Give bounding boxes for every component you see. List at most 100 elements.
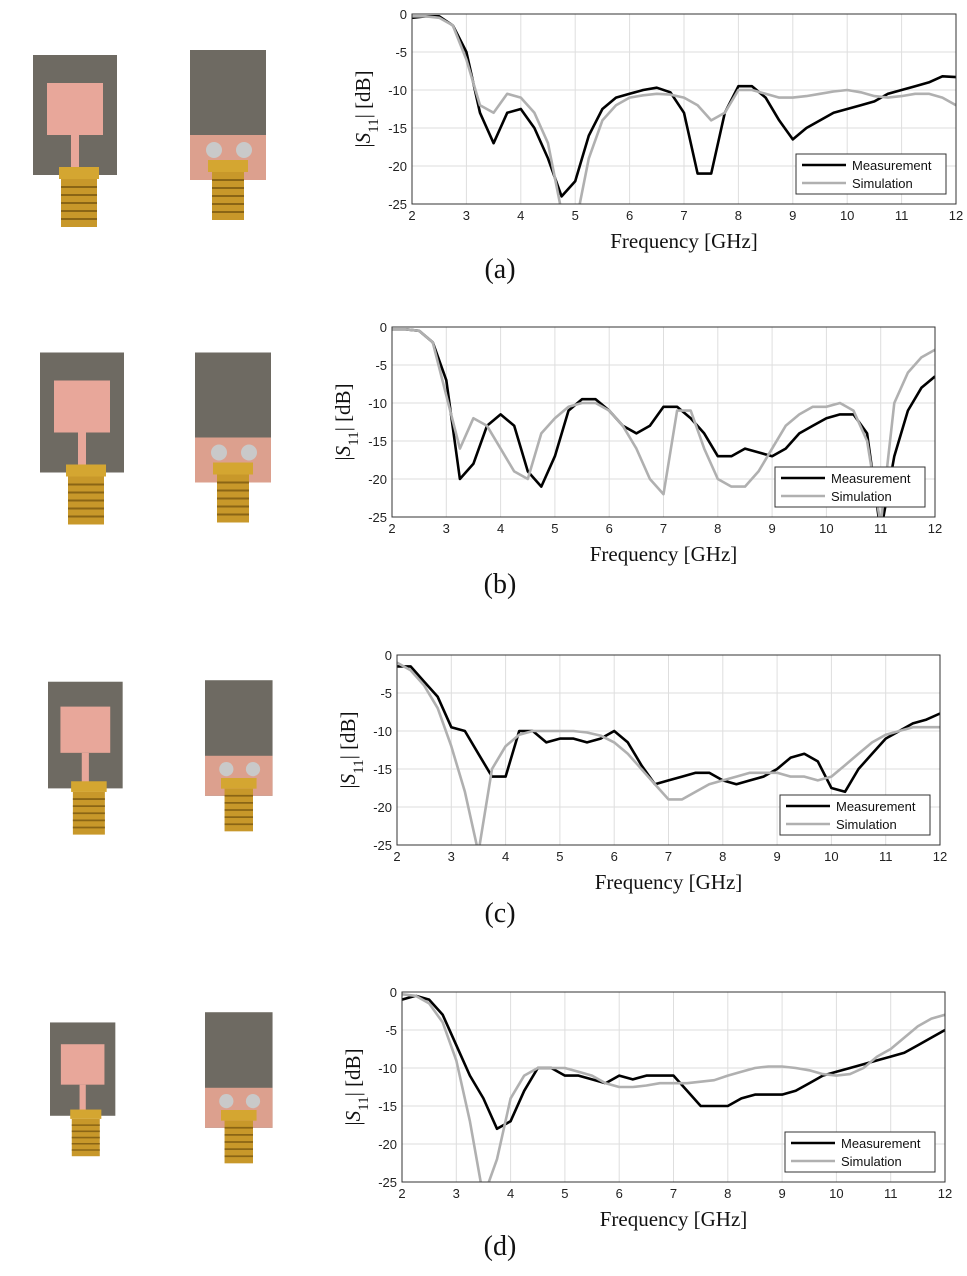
caption: (b)	[484, 569, 517, 600]
x-tick-label: 8	[714, 521, 721, 536]
x-tick-label: 8	[735, 208, 742, 223]
x-tick-label: 10	[829, 1186, 843, 1201]
x-tick-label: 10	[819, 521, 833, 536]
x-tick-label: 6	[606, 521, 613, 536]
y-tick-label: -20	[373, 800, 392, 815]
x-tick-label: 8	[724, 1186, 731, 1201]
legend-label: Measurement	[852, 158, 932, 173]
x-tick-label: 6	[616, 1186, 623, 1201]
x-tick-label: 11	[884, 1186, 898, 1201]
plot-frame	[411, 13, 957, 205]
y-axis-label-part: 11	[366, 118, 382, 132]
legend-box	[795, 153, 947, 195]
legend-label: Simulation	[841, 1154, 902, 1169]
legend-box	[779, 794, 931, 836]
x-tick-label: 6	[611, 849, 618, 864]
x-tick-label: 12	[938, 1186, 952, 1201]
y-axis-label-part: S	[351, 132, 375, 143]
x-tick-label: 9	[773, 849, 780, 864]
chart: 2 3 4 5 6 7 8 9 10 11 12 0 -5 -10 -15 -20 -25 Measurement…	[336, 648, 947, 929]
series-line	[412, 15, 956, 198]
y-axis-label-part: |	[331, 456, 355, 460]
x-tick-label: 3	[448, 849, 455, 864]
y-axis-label-part: 11	[346, 431, 362, 445]
y-axis-label-part: 11	[356, 1096, 372, 1110]
series-line	[392, 328, 935, 517]
y-axis-label-part: |	[336, 784, 360, 788]
x-tick-label: 11	[874, 521, 888, 536]
y-axis-label-part: S	[331, 445, 355, 456]
legend-label: Measurement	[831, 471, 911, 486]
x-tick-label: 11	[879, 849, 893, 864]
legend-label: Simulation	[852, 176, 913, 191]
y-axis-label: |S11| [dB]	[351, 70, 382, 147]
x-axis-label: Frequency [GHz]	[595, 870, 743, 894]
x-axis-label: Frequency [GHz]	[610, 229, 758, 253]
x-tick-label: 8	[719, 849, 726, 864]
y-tick-label: -20	[388, 159, 407, 174]
y-axis-label: |S11| [dB]	[336, 711, 367, 788]
x-tick-label: 5	[556, 849, 563, 864]
photo-front-d	[50, 1021, 117, 1158]
chart: 2 3 4 5 6 7 8 9 10 11 12 0 -5 -10 -15 -20 -25 Measurement…	[351, 7, 963, 285]
x-tick-label: 7	[670, 1186, 677, 1201]
y-axis-label-part: S	[336, 773, 360, 784]
y-axis-label-part: S	[341, 1110, 365, 1121]
photo-front-b	[40, 351, 126, 526]
y-tick-label: 0	[380, 320, 387, 335]
x-tick-label: 5	[551, 521, 558, 536]
photo-back-a	[190, 50, 267, 221]
y-tick-label: 0	[385, 648, 392, 663]
series-line	[412, 15, 956, 204]
y-tick-label: -25	[378, 1175, 397, 1190]
y-axis-label-part: | [dB]	[351, 70, 375, 118]
x-axis-label: Frequency [GHz]	[590, 542, 738, 566]
y-tick-label: -20	[368, 472, 387, 487]
y-tick-label: -20	[378, 1137, 397, 1152]
x-tick-label: 3	[463, 208, 470, 223]
x-tick-label: 11	[895, 208, 909, 223]
y-axis-label: |S11| [dB]	[331, 383, 362, 460]
caption: (d)	[484, 1231, 517, 1262]
y-tick-label: -5	[395, 45, 407, 60]
y-axis-label-part: 11	[351, 759, 367, 773]
y-tick-label: 0	[390, 985, 397, 1000]
photo-back-c	[205, 679, 274, 833]
series-line	[392, 328, 935, 517]
plot-frame	[396, 654, 941, 846]
y-tick-label: -25	[388, 197, 407, 212]
legend-box	[774, 466, 926, 508]
x-tick-label: 7	[680, 208, 687, 223]
y-axis-label: |S11| [dB]	[341, 1048, 372, 1125]
y-tick-label: -10	[373, 724, 392, 739]
x-tick-label: 9	[778, 1186, 785, 1201]
x-tick-label: 4	[502, 849, 509, 864]
legend-label: Simulation	[836, 817, 897, 832]
plot-frame	[401, 991, 946, 1183]
x-tick-label: 7	[660, 521, 667, 536]
x-tick-label: 3	[443, 521, 450, 536]
x-tick-label: 9	[789, 208, 796, 223]
x-axis-label: Frequency [GHz]	[600, 1207, 748, 1231]
y-tick-label: -5	[375, 358, 387, 373]
y-axis-label-part: | [dB]	[336, 711, 360, 759]
y-tick-label: -15	[368, 434, 387, 449]
y-tick-label: -15	[378, 1099, 397, 1114]
x-tick-label: 2	[398, 1186, 405, 1201]
x-tick-label: 4	[507, 1186, 514, 1201]
series-line	[402, 993, 945, 1182]
x-tick-label: 7	[665, 849, 672, 864]
y-tick-label: -5	[385, 1023, 397, 1038]
series-line	[397, 665, 940, 794]
series-line	[397, 661, 940, 845]
x-tick-label: 4	[497, 521, 504, 536]
legend-label: Simulation	[831, 489, 892, 504]
x-tick-label: 10	[824, 849, 838, 864]
y-tick-label: -10	[388, 83, 407, 98]
photo-front-c	[48, 680, 124, 836]
x-tick-label: 3	[453, 1186, 460, 1201]
y-tick-label: -25	[373, 838, 392, 853]
photo-back-d	[205, 1011, 274, 1165]
